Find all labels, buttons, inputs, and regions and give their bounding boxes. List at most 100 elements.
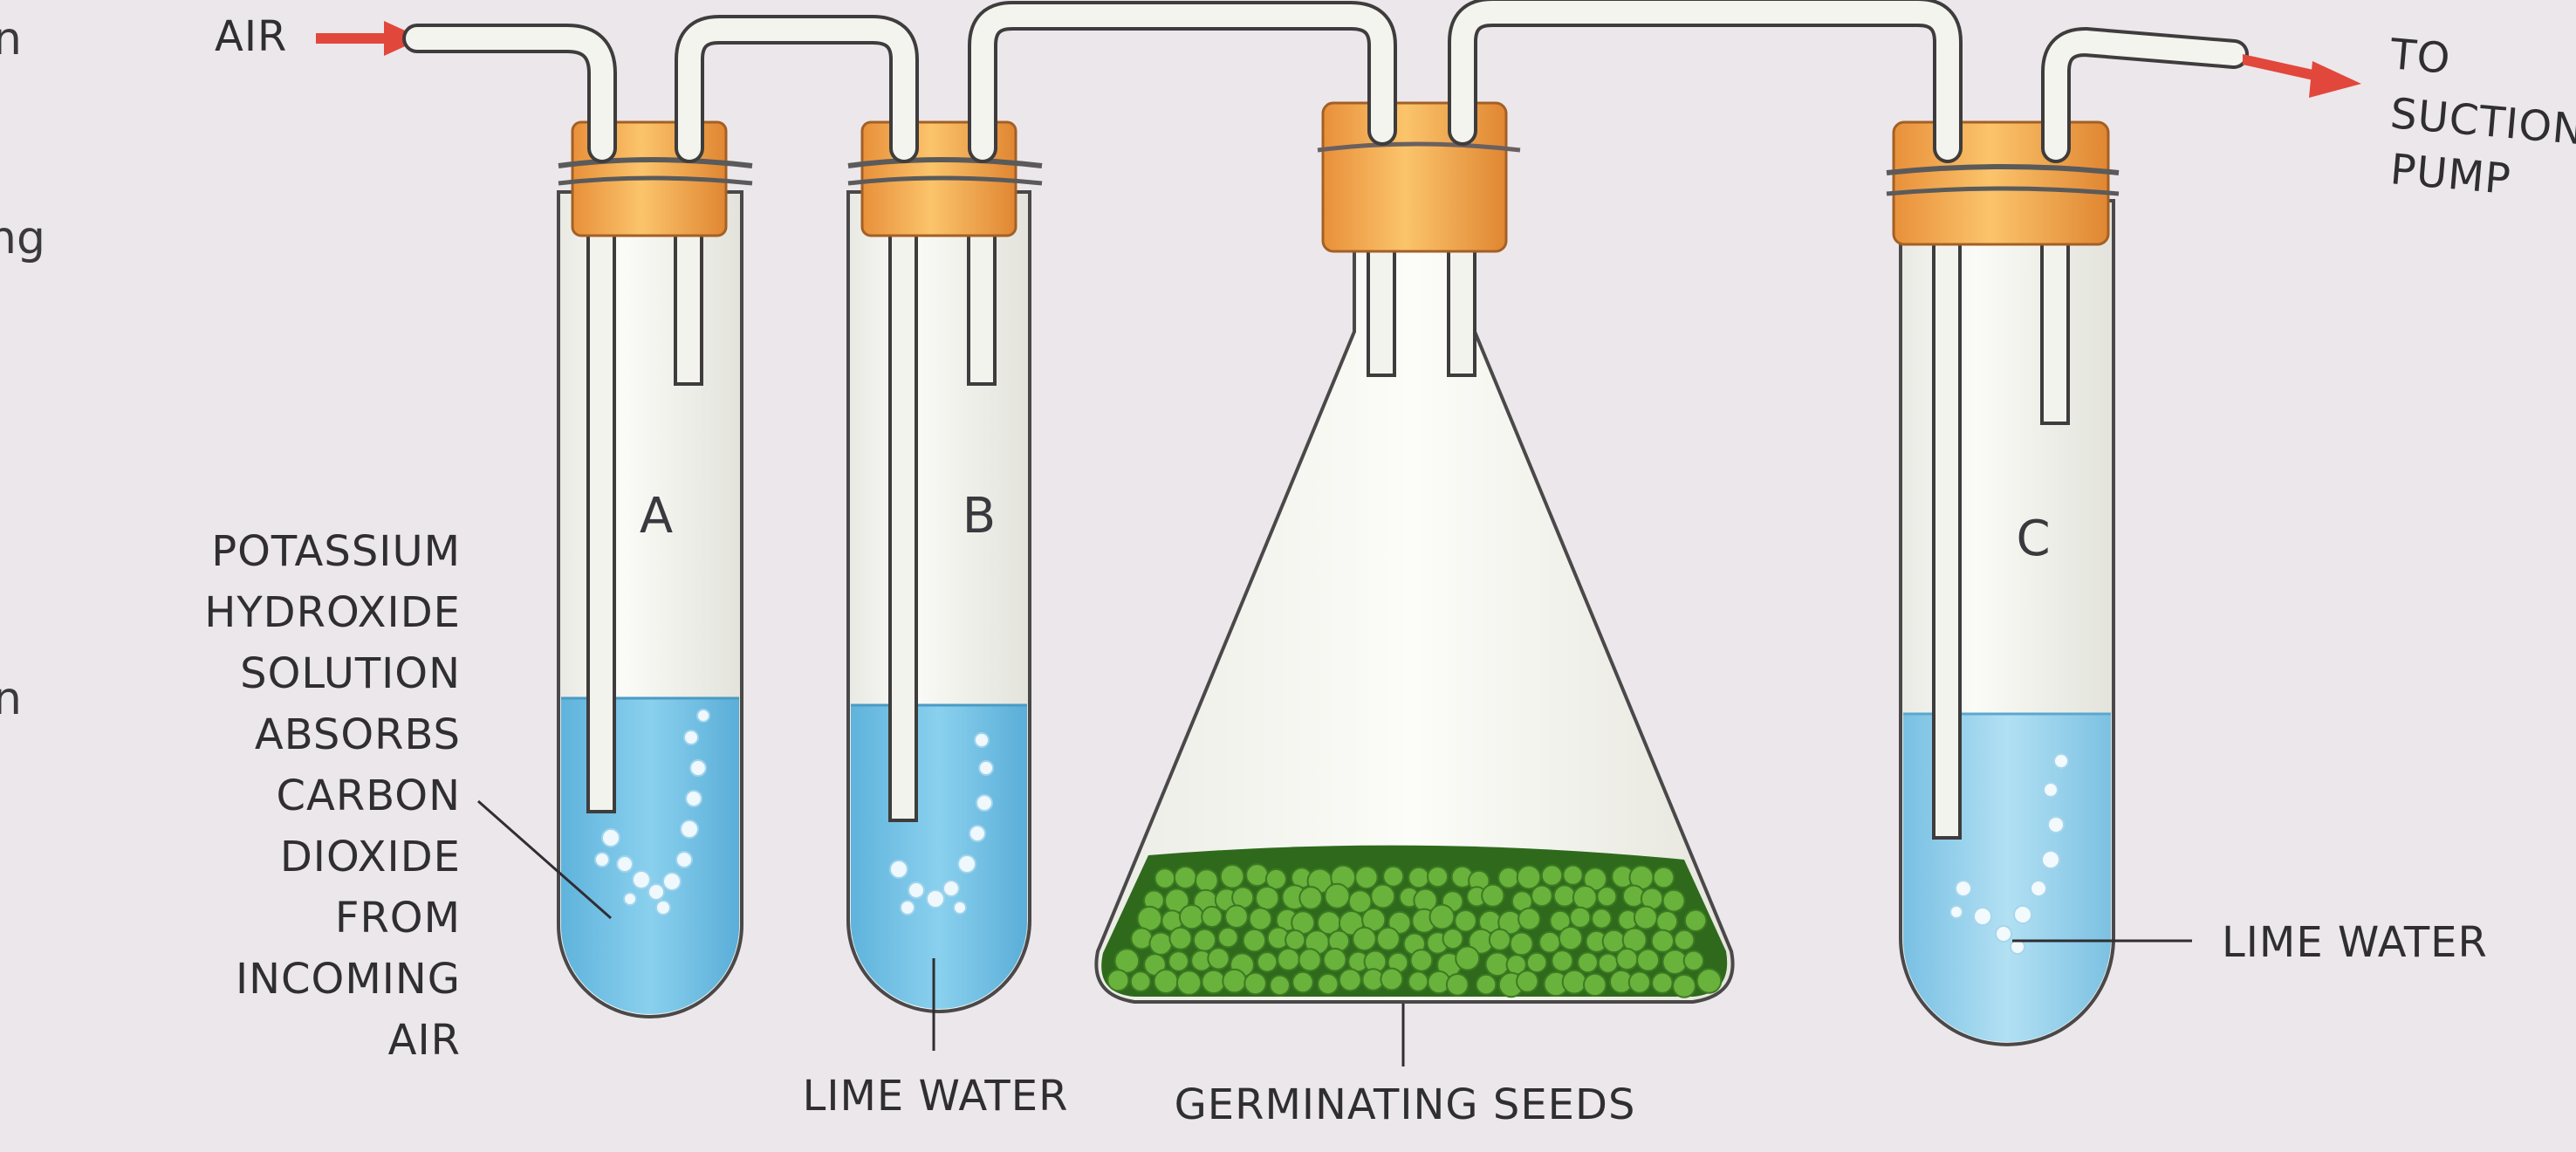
seed xyxy=(1347,889,1373,914)
lime-water-c-label: LIME WATER xyxy=(2222,918,2488,967)
seed xyxy=(1562,864,1584,886)
seed xyxy=(1538,930,1561,954)
edge-fragment-1: n xyxy=(0,13,22,65)
seed xyxy=(1652,866,1675,889)
seed xyxy=(1380,967,1404,991)
seed xyxy=(1428,903,1456,930)
seed xyxy=(1245,863,1270,888)
seed xyxy=(1551,950,1574,972)
seed xyxy=(1217,927,1239,949)
seed xyxy=(1475,973,1497,996)
seed xyxy=(1561,969,1587,995)
seed xyxy=(1193,928,1216,952)
seed xyxy=(1583,972,1607,998)
edge-fragment-2: ng xyxy=(0,212,45,264)
seed xyxy=(1682,950,1705,972)
seed xyxy=(1382,865,1405,888)
seed xyxy=(1243,971,1267,996)
seed xyxy=(1153,969,1179,994)
seed xyxy=(1298,948,1322,972)
seed xyxy=(1264,867,1287,890)
suction-label-line-2: SUCTION xyxy=(2388,89,2576,154)
seed xyxy=(1650,929,1675,953)
koh-line-2: HYDROXIDE xyxy=(204,588,461,637)
seed xyxy=(1525,951,1548,974)
seed xyxy=(1376,926,1401,951)
seed xyxy=(1291,970,1314,994)
seed xyxy=(1324,882,1351,909)
seed xyxy=(1175,970,1202,996)
seed xyxy=(1277,947,1300,971)
bubbles-a xyxy=(594,709,710,915)
seed xyxy=(1248,907,1273,931)
suction-label-line-3: PUMP xyxy=(2388,145,2513,204)
seed xyxy=(1168,950,1189,972)
seed xyxy=(1148,931,1173,956)
koh-line-4: ABSORBS xyxy=(255,710,461,759)
koh-line-3: SOLUTION xyxy=(240,649,461,698)
seed xyxy=(1224,904,1249,929)
seed xyxy=(1540,864,1564,887)
seed xyxy=(1136,905,1163,932)
seed xyxy=(1113,948,1141,974)
seed xyxy=(1558,926,1584,951)
seed xyxy=(1572,885,1598,910)
seed xyxy=(1484,951,1511,977)
seed xyxy=(1651,971,1674,994)
seed xyxy=(1409,949,1434,972)
suction-outlet-arrow xyxy=(2243,54,2361,98)
seed xyxy=(1518,907,1541,931)
seed xyxy=(1442,928,1464,950)
test-tube-a: A xyxy=(557,120,753,1018)
seed xyxy=(1488,928,1511,951)
tube-b-label: B xyxy=(963,488,996,545)
seed xyxy=(1408,970,1429,992)
seed xyxy=(1655,910,1679,933)
seed xyxy=(1497,867,1520,889)
seed xyxy=(1636,948,1661,972)
koh-line-6: DIOXIDE xyxy=(280,833,461,881)
seed xyxy=(1129,970,1152,992)
seed xyxy=(1387,910,1412,935)
seed xyxy=(1455,945,1481,971)
seed xyxy=(1696,968,1723,994)
koh-leader-line xyxy=(477,799,612,920)
seed xyxy=(1256,951,1278,973)
seed xyxy=(1673,929,1696,951)
test-tube-b: B xyxy=(846,120,1043,1013)
seed xyxy=(1154,867,1176,889)
seed xyxy=(1408,866,1430,889)
seed xyxy=(1597,952,1619,974)
seed xyxy=(1552,884,1577,908)
seed xyxy=(1354,865,1379,890)
lime-water-b-label: LIME WATER xyxy=(803,1072,1069,1121)
koh-line-5: CARBON xyxy=(277,771,461,820)
koh-line-1: POTASSIUM xyxy=(211,527,461,576)
tube-c-label: C xyxy=(2016,511,2050,567)
seed xyxy=(1569,906,1592,929)
seed xyxy=(1427,866,1449,888)
seed xyxy=(1207,947,1230,970)
seed xyxy=(1179,904,1205,930)
seed xyxy=(1219,864,1245,889)
seed xyxy=(1222,968,1247,994)
air-label: AIR xyxy=(215,12,287,61)
suction-label-line-1: TO xyxy=(2388,30,2453,84)
seed xyxy=(1255,886,1280,911)
seed xyxy=(1661,888,1686,913)
seed xyxy=(1298,886,1323,910)
seed xyxy=(1285,929,1306,951)
seed xyxy=(1352,926,1377,952)
seed xyxy=(1445,973,1470,997)
koh-line-7: FROM xyxy=(335,894,461,943)
seed xyxy=(1516,970,1539,993)
seed xyxy=(1454,909,1477,933)
seed xyxy=(1481,883,1505,908)
seed xyxy=(1201,905,1223,929)
koh-line-8: INCOMING xyxy=(236,955,461,1004)
potassium-hydroxide-label: POTASSIUM HYDROXIDE SOLUTION ABSORBS CAR… xyxy=(204,527,461,1065)
seed xyxy=(1596,886,1618,908)
connecting-tubes xyxy=(402,0,2249,163)
seed xyxy=(1516,864,1542,890)
